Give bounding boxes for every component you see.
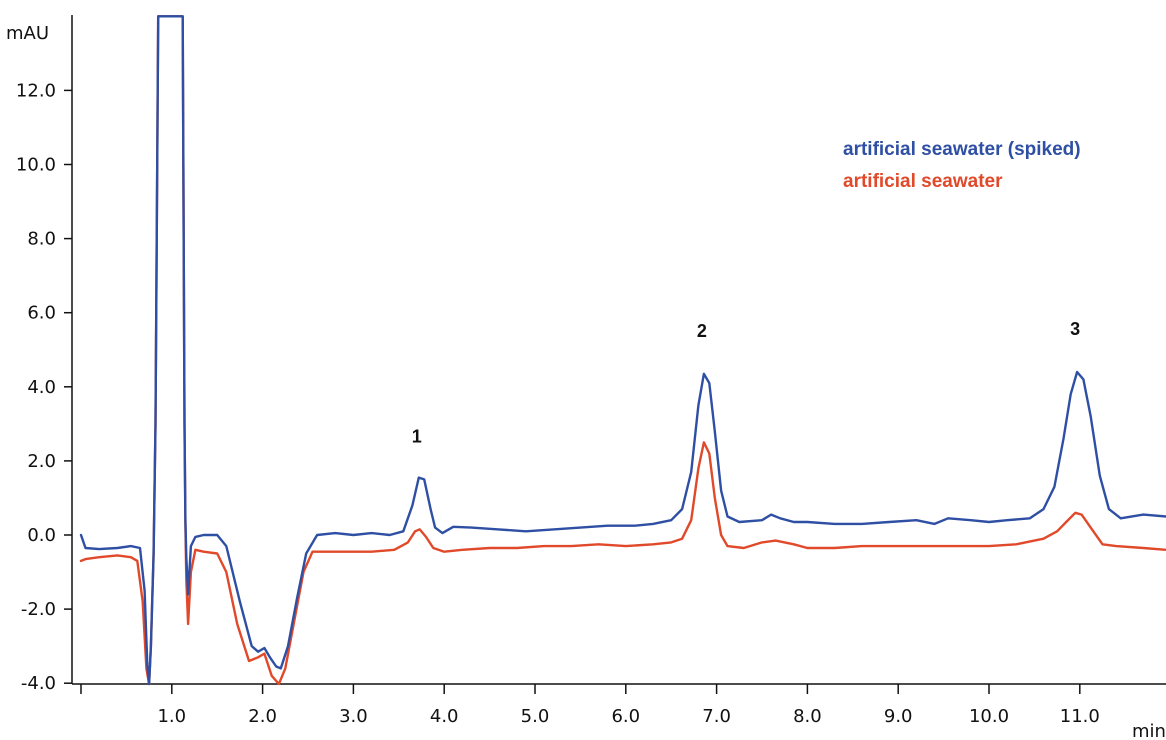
legend: artificial seawater (spiked) artificial … bbox=[843, 139, 1081, 192]
y-tick-label: 8.0 bbox=[27, 229, 56, 250]
series-layer bbox=[79, 15, 1166, 686]
x-tick-label: 8.0 bbox=[793, 706, 822, 727]
x-tick-label: 4.0 bbox=[430, 706, 459, 727]
x-tick-label: 11.0 bbox=[1060, 706, 1100, 727]
x-ticks: 1.0 2.0 3.0 4.0 5.0 6.0 7.0 8.0 9.0 10.0 11.0 bbox=[80, 684, 1100, 727]
x-axis-unit-label: min bbox=[1132, 721, 1166, 740]
x-tick-label: 7.0 bbox=[702, 706, 731, 727]
x-tick-label: 6.0 bbox=[611, 706, 640, 727]
legend-entry-seawater: artificial seawater bbox=[843, 171, 1003, 192]
x-tick-label: 9.0 bbox=[884, 706, 913, 727]
peak-label-2: 2 bbox=[697, 321, 707, 341]
x-tick-label: 1.0 bbox=[157, 706, 186, 727]
axes bbox=[71, 15, 1166, 685]
peak-label-1: 1 bbox=[412, 426, 422, 446]
y-tick-label: 2.0 bbox=[27, 451, 56, 472]
legend-entry-spiked: artificial seawater (spiked) bbox=[843, 139, 1081, 160]
peak-annotations: 1 2 3 bbox=[412, 319, 1080, 446]
x-tick-label: 5.0 bbox=[521, 706, 550, 727]
series-line-spiked bbox=[79, 15, 1166, 686]
peak-label-3: 3 bbox=[1070, 319, 1080, 339]
y-tick-label: 0.0 bbox=[27, 525, 56, 546]
x-tick-label: 3.0 bbox=[339, 706, 368, 727]
x-tick-label: 10.0 bbox=[969, 706, 1009, 727]
y-tick-label: 4.0 bbox=[27, 377, 56, 398]
y-tick-label: 10.0 bbox=[16, 155, 56, 176]
series-line-seawater bbox=[79, 15, 1166, 686]
y-axis-unit-label: mAU bbox=[6, 23, 49, 44]
y-tick-label: -2.0 bbox=[21, 599, 56, 620]
y-tick-label: 6.0 bbox=[27, 303, 56, 324]
y-ticks: -4.0 -2.0 0.0 2.0 4.0 6.0 8.0 10.0 12.0 bbox=[16, 80, 72, 694]
y-tick-label: -4.0 bbox=[21, 673, 56, 694]
x-tick-label: 2.0 bbox=[248, 706, 277, 727]
y-tick-label: 12.0 bbox=[16, 80, 56, 101]
